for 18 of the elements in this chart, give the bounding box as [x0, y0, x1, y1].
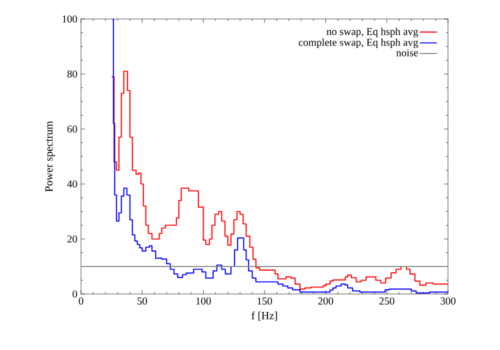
x-axis-title: f [Hz] [252, 311, 277, 321]
legend-label: no swap, Eq hsph avg [326, 28, 418, 38]
x-tick-label: 150 [258, 298, 272, 305]
legend-label: noise [396, 49, 418, 56]
x-tick-label: 200 [318, 298, 334, 305]
x-tick-label: 50 [138, 298, 148, 305]
y-tick-label: 0 [72, 290, 78, 298]
x-tick-label: 0 [78, 298, 84, 305]
x-tick-label: 100 [196, 298, 211, 305]
legend-label: complete swap, Eq hsph avg [298, 38, 418, 48]
y-tick-label: 20 [67, 235, 78, 243]
y-axis-title: Power spectrum [45, 121, 55, 192]
y-tick-label: 80 [67, 70, 78, 78]
y-tick-label: 60 [67, 125, 78, 133]
y-tick-label: 40 [67, 180, 78, 188]
y-tick-label: 100 [62, 15, 78, 23]
x-tick-label: 300 [440, 298, 456, 305]
x-tick-label: 250 [379, 298, 394, 305]
